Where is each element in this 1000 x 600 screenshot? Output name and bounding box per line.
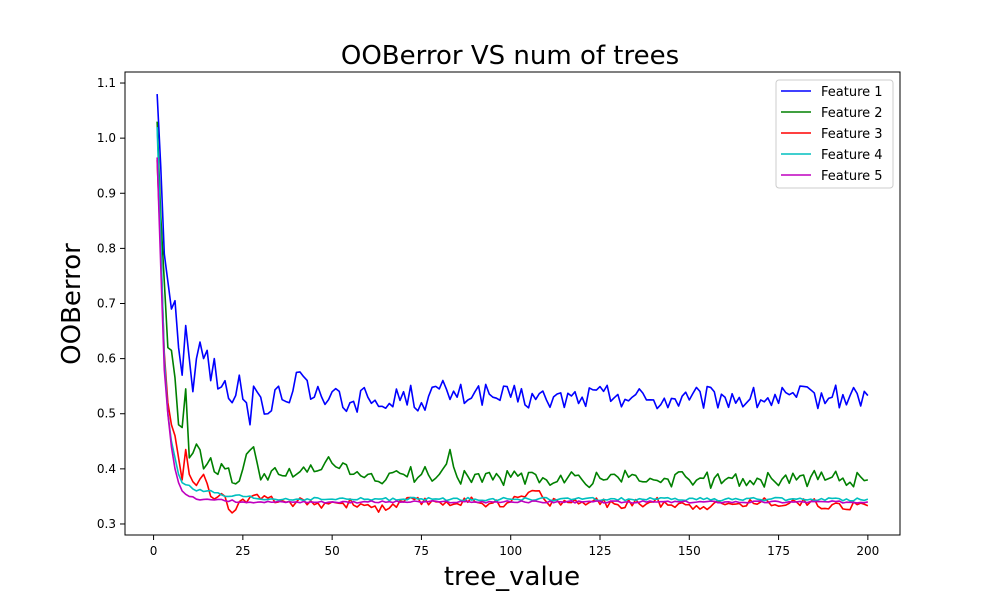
x-tick-label: 25: [235, 544, 250, 558]
y-tick-label: 0.3: [97, 517, 116, 531]
x-tick-label: 200: [856, 544, 879, 558]
x-axis-label: tree_value: [444, 562, 580, 592]
x-tick-label: 125: [589, 544, 612, 558]
y-axis-label: OOBerror: [57, 243, 87, 365]
series-lines: [156, 94, 869, 514]
legend-label: Feature 2: [821, 106, 883, 121]
legend-box: [775, 79, 894, 189]
series-line-5: [156, 157, 869, 504]
legend-label: Feature 3: [821, 127, 883, 142]
y-tick-label: 0.7: [97, 297, 116, 311]
y-tick-label: 0.8: [97, 241, 116, 255]
legend-label: Feature 5: [821, 169, 883, 184]
legend-label: Feature 4: [821, 148, 883, 163]
x-axis-ticks: 0 25 50 75 100 125 150 175 200: [150, 535, 879, 558]
legend-label: Feature 1: [821, 85, 883, 100]
y-tick-label: 0.9: [97, 186, 116, 200]
x-tick-label: 75: [414, 544, 429, 558]
plot-area: 0 25 50 75 100 125 150 175 200 0.30.40.50.60.70.…: [97, 71, 901, 558]
series-line-1: [156, 94, 869, 426]
y-tick-label: 1.0: [97, 131, 116, 145]
legend: Feature 1 Feature 2 Feature 3 Feature 4 Feat…: [775, 79, 894, 189]
series-line-4: [156, 127, 869, 502]
y-tick-label: 0.6: [97, 352, 116, 366]
series-line-2: [156, 121, 869, 489]
chart-title: OOBerror VS num of trees: [341, 41, 679, 71]
x-tick-label: 100: [499, 544, 522, 558]
y-tick-label: 0.5: [97, 407, 116, 421]
x-tick-label: 50: [325, 544, 340, 558]
y-tick-label: 0.4: [97, 462, 116, 476]
x-tick-label: 0: [150, 544, 158, 558]
x-tick-label: 150: [678, 544, 701, 558]
y-tick-label: 1.1: [97, 76, 116, 90]
y-axis-ticks: 0.3 0.4 0.5 0.6 0.7 0.8 0.9 1.0 1.1: [97, 76, 125, 531]
x-tick-label: 175: [767, 544, 790, 558]
